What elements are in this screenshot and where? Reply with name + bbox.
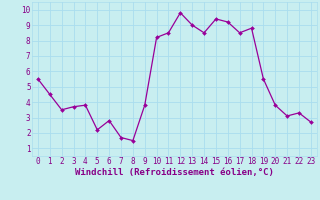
X-axis label: Windchill (Refroidissement éolien,°C): Windchill (Refroidissement éolien,°C) <box>75 168 274 177</box>
